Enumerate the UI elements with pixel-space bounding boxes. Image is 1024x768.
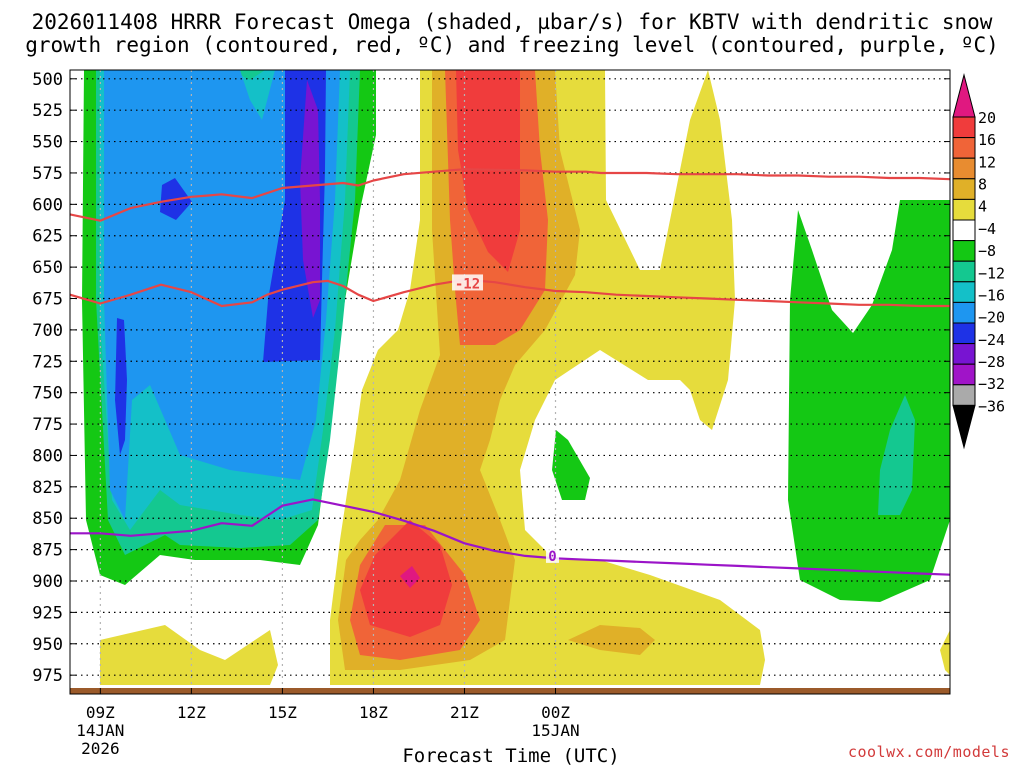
colorbar-box [952, 281, 976, 303]
colorbar-box [952, 343, 976, 365]
colorbar-box [952, 363, 976, 386]
x-axis-label-text: Forecast Time (UTC) [402, 745, 620, 767]
y-tick-label: 675 [32, 290, 63, 310]
x-tick-date: 14JAN [76, 721, 124, 740]
colorbar-label: −16 [978, 286, 1005, 304]
x-axis-label: Forecast Time (UTC) [0, 745, 1024, 767]
y-tick-label: 600 [32, 195, 63, 215]
colorbar-box [952, 219, 976, 242]
chart-title-line-2: growth region (contoured, red, ºC) and f… [25, 33, 999, 57]
omega-region-m8-right [878, 395, 915, 515]
plot-frame [69, 69, 951, 695]
omega-region-m20c [115, 318, 127, 455]
contour-line [70, 168, 950, 222]
ground-strip [70, 688, 950, 694]
colorbar-label: −36 [978, 397, 1005, 415]
omega-region-m24 [300, 80, 320, 318]
y-tick-label: 625 [32, 227, 63, 247]
gridlines [70, 70, 950, 694]
colorbar-label: −20 [978, 309, 1005, 327]
x-tick-label: 21Z [450, 703, 479, 722]
y-tick-label: 950 [32, 635, 63, 655]
y-axis: 500 525 550 575 600 625 650 675 700 725 750 775 800 8… [32, 70, 950, 686]
y-tick-label: 925 [32, 603, 63, 623]
x-tick-label: 09Z [86, 703, 115, 722]
contour-label: -12 [455, 276, 480, 292]
omega-shading [82, 70, 950, 685]
omega-region-m4-blob [552, 430, 590, 500]
colorbar-label: −24 [978, 331, 1005, 349]
x-tick-label: 15Z [268, 703, 297, 722]
y-tick-label: 650 [32, 258, 63, 278]
omega-region-m16 [104, 70, 340, 520]
omega-region-p8-b [568, 625, 655, 655]
omega-region-m4-right [788, 200, 950, 602]
contour-label-bg [452, 274, 484, 291]
colorbar-label: −8 [978, 242, 996, 260]
contour-line [70, 498, 950, 576]
omega-region-p4-lower-left [100, 625, 278, 685]
omega-region-p4-right-edge [940, 630, 950, 675]
colorbar-label: 16 [978, 131, 996, 149]
credit-link[interactable]: coolwx.com/models [847, 743, 1010, 761]
y-tick-label: 550 [32, 133, 63, 153]
y-tick-label: 800 [32, 446, 63, 466]
y-tick-label: 825 [32, 478, 63, 498]
omega-region-p16 [456, 70, 520, 272]
omega-region-p20 [400, 566, 420, 588]
y-tick-label: 775 [32, 415, 63, 435]
colorbar-box [952, 260, 976, 283]
colorbar-box [952, 322, 976, 345]
colorbar-label: −32 [978, 375, 1005, 393]
colorbar-label: −28 [978, 353, 1005, 371]
x-tick-label: 18Z [359, 703, 388, 722]
colorbar-box [952, 301, 976, 324]
x-tick-date: 15JAN [531, 721, 579, 740]
y-tick-label: 500 [32, 70, 63, 90]
colorbar-label: 20 [978, 109, 996, 127]
y-tick-label: 975 [32, 666, 63, 686]
y-tick-label: 700 [32, 321, 63, 341]
y-tick-label: 900 [32, 572, 63, 592]
x-tick-label: 12Z [177, 703, 206, 722]
ground-bar [70, 688, 950, 694]
y-tick-label: 575 [32, 164, 63, 184]
colorbar-box [952, 157, 976, 180]
chart-title-line-1: 2026011408 HRRR Forecast Omega (shaded, … [31, 10, 993, 34]
contour-label: 0 [548, 549, 556, 565]
x-tick-label: 00Z [541, 703, 570, 722]
y-tick-label: 750 [32, 384, 63, 404]
colorbar-top-arrow [952, 73, 976, 118]
colorbar-box [952, 240, 976, 262]
y-tick-label: 525 [32, 101, 63, 121]
colorbar: 20 16 12 8 4 −4 −8 −12 −16 −20 −24 −28 −32 −36 [952, 73, 1005, 450]
colorbar-box [952, 384, 976, 406]
colorbar-label: −4 [978, 220, 996, 238]
contour-labels: -12 0 [452, 274, 559, 565]
colorbar-bottom-arrow [952, 404, 976, 450]
y-tick-label: 875 [32, 541, 63, 561]
colorbar-box [952, 137, 976, 159]
colorbar-box [952, 178, 976, 200]
colorbar-box [952, 198, 976, 221]
y-tick-label: 725 [32, 352, 63, 372]
colorbar-label: 12 [978, 153, 996, 171]
y-tick-label: 850 [32, 509, 63, 529]
colorbar-label: 4 [978, 198, 987, 216]
x-tick-year: 2026 [81, 739, 120, 758]
colorbar-label: 8 [978, 176, 987, 194]
colorbar-box [952, 116, 976, 139]
colorbar-label: −12 [978, 264, 1005, 282]
contour-label-bg [545, 546, 559, 563]
